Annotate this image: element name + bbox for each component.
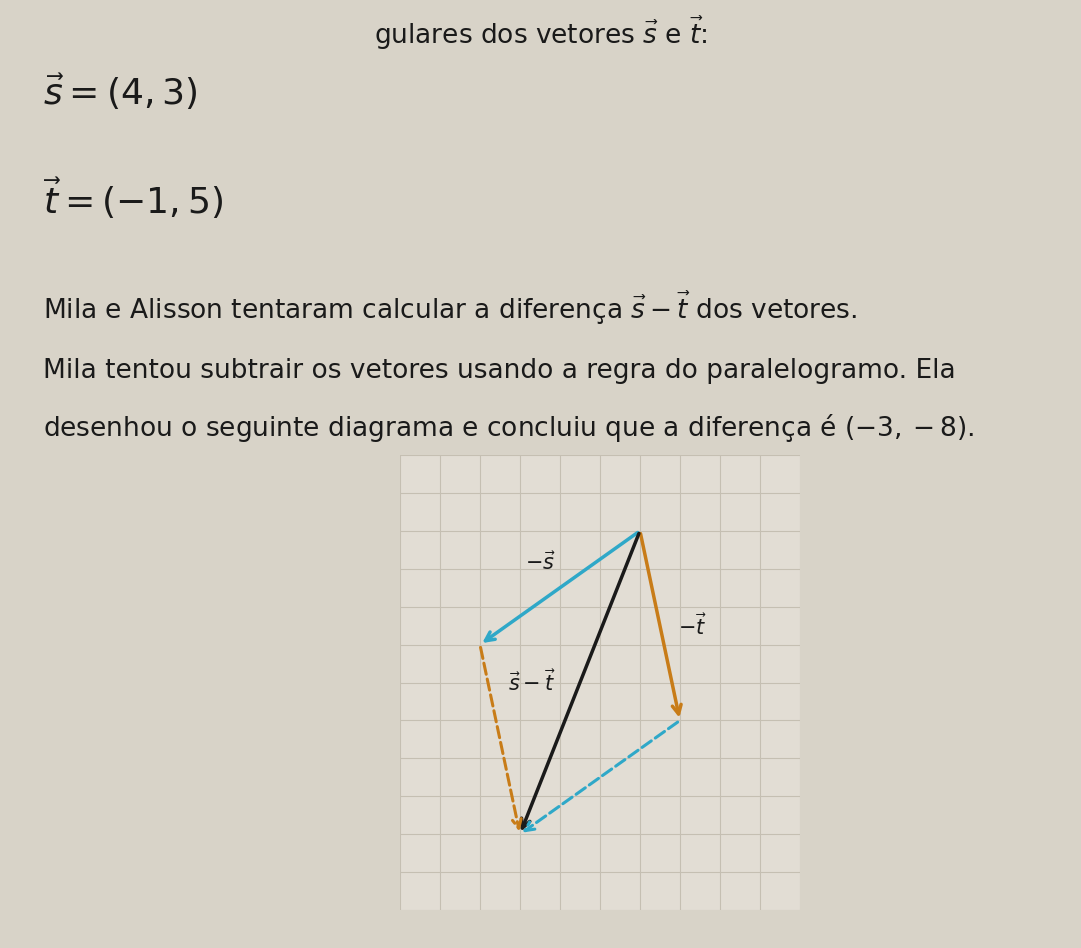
Text: $-\vec{s}$: $-\vec{s}$ (524, 552, 556, 574)
Text: $\vec{s} = (4, 3)$: $\vec{s} = (4, 3)$ (43, 71, 198, 112)
Text: Mila tentou subtrair os vetores usando a regra do paralelogramo. Ela: Mila tentou subtrair os vetores usando a… (43, 358, 956, 384)
Text: $-\vec{t}$: $-\vec{t}$ (678, 612, 707, 639)
Text: gulares dos vetores $\vec{s}$ e $\vec{t}$:: gulares dos vetores $\vec{s}$ e $\vec{t}… (374, 14, 707, 51)
Text: $\vec{t} = (-1, 5)$: $\vec{t} = (-1, 5)$ (43, 175, 224, 221)
Text: $\vec{s} - \vec{t}$: $\vec{s} - \vec{t}$ (508, 669, 556, 696)
Text: desenhou o seguinte diagrama e concluiu que a diferença é $(-3, -8)$.: desenhou o seguinte diagrama e concluiu … (43, 412, 974, 445)
Text: Mila e Alisson tentaram calcular a diferença $\vec{s} - \vec{t}$ dos vetores.: Mila e Alisson tentaram calcular a difer… (43, 289, 857, 326)
